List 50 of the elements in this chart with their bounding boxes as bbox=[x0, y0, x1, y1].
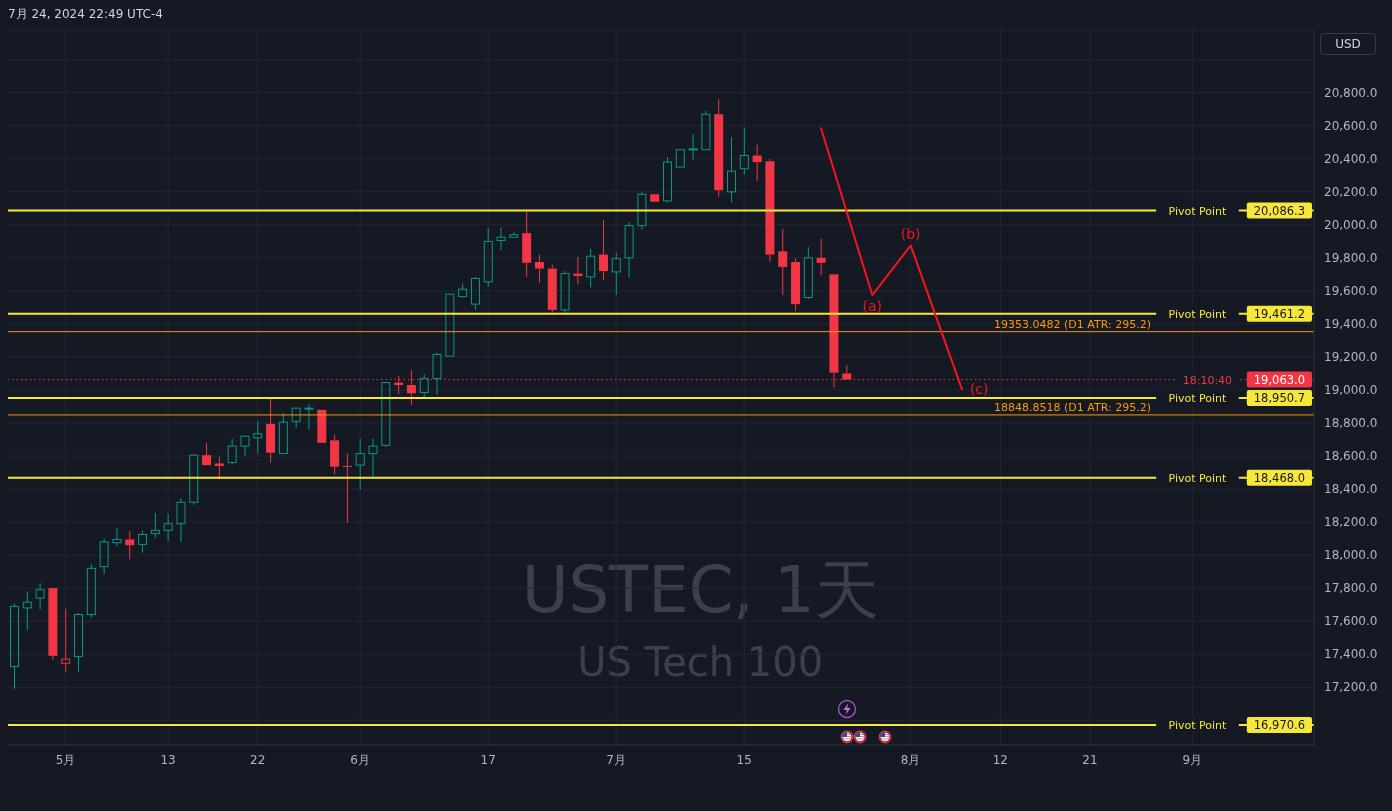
y-tick-label: 20,400.0 bbox=[1324, 152, 1378, 167]
annotation: 18:10:40 bbox=[1182, 373, 1233, 387]
ref-line-label: 19,063.0 bbox=[1253, 372, 1306, 387]
ref-line-label: 16,970.6 bbox=[1253, 718, 1306, 733]
y-tick-label: 19,400.0 bbox=[1324, 317, 1378, 332]
y-tick-label: 18,400.0 bbox=[1324, 482, 1378, 497]
annotation: Pivot Point bbox=[1168, 718, 1228, 732]
y-tick-label: 18,200.0 bbox=[1324, 515, 1378, 530]
y-tick-label: 19,200.0 bbox=[1324, 350, 1378, 365]
x-tick-label: 12 bbox=[992, 752, 1008, 767]
annotation: (b) bbox=[900, 226, 921, 243]
y-tick-label: 19,600.0 bbox=[1324, 284, 1378, 299]
ref-line-label: 18,950.7 bbox=[1253, 391, 1306, 406]
y-tick-label: 19,800.0 bbox=[1324, 251, 1378, 266]
y-tick-label: 18,000.0 bbox=[1324, 548, 1378, 563]
y-tick-label: 17,200.0 bbox=[1324, 680, 1378, 695]
x-tick-label: 9月 bbox=[1182, 752, 1203, 767]
annotation: (c) bbox=[969, 381, 989, 398]
x-tick-label: 13 bbox=[160, 752, 176, 767]
x-tick-label: 7月 bbox=[606, 752, 627, 767]
x-tick-label: 15 bbox=[736, 752, 752, 767]
y-tick-label: 19,000.0 bbox=[1324, 383, 1378, 398]
annotation: Pivot Point bbox=[1168, 204, 1228, 218]
y-tick-label: 17,800.0 bbox=[1324, 581, 1378, 596]
annotation: 18848.8518 (D1 ATR: 295.2) bbox=[994, 400, 1151, 414]
x-tick-label: 17 bbox=[480, 752, 496, 767]
ref-line-label: 20,086.3 bbox=[1253, 203, 1306, 218]
button-frame: USD bbox=[1320, 33, 1376, 55]
ref-line-label: 19,461.2 bbox=[1253, 306, 1306, 321]
y-tick-label: 17,400.0 bbox=[1324, 647, 1378, 662]
y-tick-label: 20,000.0 bbox=[1324, 218, 1378, 233]
x-tick-label: 8月 bbox=[900, 752, 921, 767]
y-axis-title: USD bbox=[1335, 37, 1361, 51]
annotation: (a) bbox=[862, 298, 883, 315]
y-tick-label: 18,600.0 bbox=[1324, 449, 1378, 464]
annotation: Pivot Point bbox=[1168, 307, 1228, 321]
x-tick-label: 6月 bbox=[350, 752, 370, 767]
text: 7月 24, 2024 22:49 UTC-4 bbox=[8, 7, 163, 21]
y-tick-label: 17,600.0 bbox=[1324, 614, 1378, 629]
ref-line-label: 18,468.0 bbox=[1253, 470, 1306, 485]
y-tick-label: 20,800.0 bbox=[1324, 86, 1378, 101]
y-tick-label: 20,600.0 bbox=[1324, 119, 1378, 134]
annotation: 19353.0482 (D1 ATR: 295.2) bbox=[994, 317, 1151, 331]
x-tick-label: 22 bbox=[250, 752, 266, 767]
x-tick-label: 21 bbox=[1082, 752, 1098, 767]
annotation: Pivot Point bbox=[1168, 471, 1228, 485]
y-tick-label: 18,800.0 bbox=[1324, 416, 1378, 431]
x-tick-label: 5月 bbox=[55, 752, 76, 767]
y-tick-label: 20,200.0 bbox=[1324, 185, 1378, 200]
annotation: Pivot Point bbox=[1168, 391, 1228, 405]
